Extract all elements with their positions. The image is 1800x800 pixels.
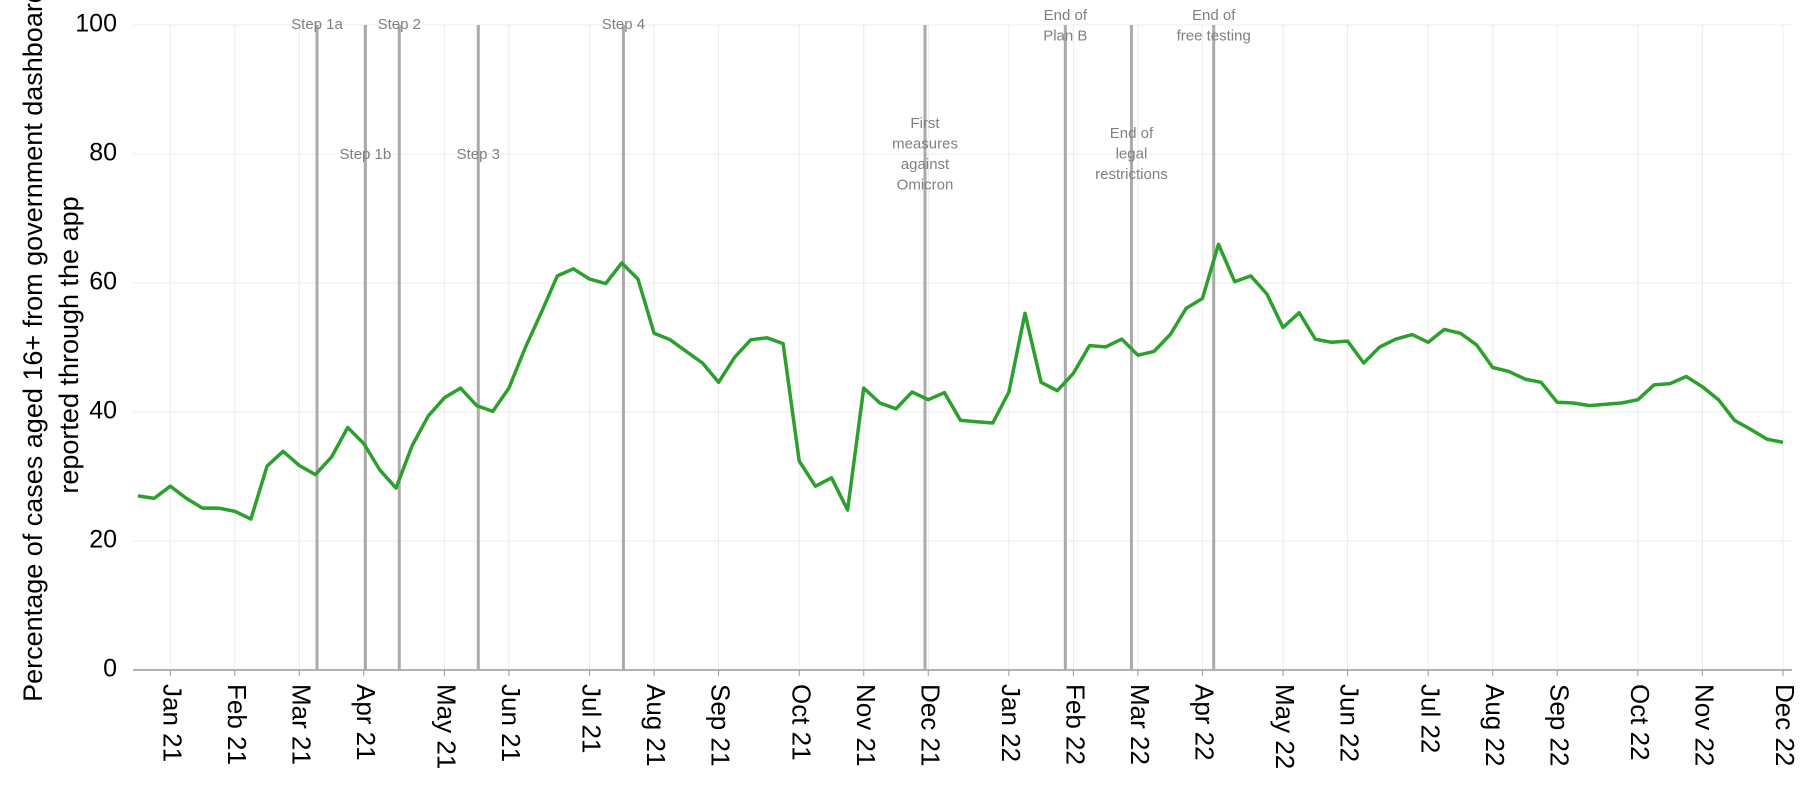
event-label: Step 3: [457, 146, 500, 163]
event-label: First: [910, 115, 940, 132]
x-tick-label: Jun 22: [1335, 684, 1365, 762]
event-label: free testing: [1177, 27, 1251, 44]
y-axis-title: Percentage of cases aged 16+ from govern…: [18, 0, 84, 702]
y-tick-label: 60: [89, 268, 117, 296]
x-tick-label: Jan 22: [996, 684, 1026, 762]
y-tick-label: 20: [89, 526, 117, 554]
y-tick-label: 40: [89, 397, 117, 425]
x-tick-label: Nov 21: [851, 684, 881, 766]
event-label: Step 1b: [340, 146, 392, 163]
x-tick-label: Aug 22: [1480, 684, 1510, 766]
event-label: End of: [1044, 7, 1088, 24]
x-tick-label: Sep 21: [706, 684, 736, 766]
x-tick-label: Mar 21: [286, 684, 316, 765]
x-tick-label: Oct 21: [786, 684, 816, 761]
event-label: legal: [1116, 146, 1148, 163]
x-tick-label: Oct 22: [1625, 684, 1655, 761]
x-tick-label: Jul 22: [1415, 684, 1445, 753]
event-label: End of: [1192, 7, 1236, 24]
x-tick-label: Nov 22: [1689, 684, 1719, 766]
x-tick-label: Aug 21: [641, 684, 671, 766]
y-label-line: Percentage of cases aged 16+ from govern…: [18, 0, 48, 702]
event-label: Plan B: [1043, 27, 1087, 44]
x-tick-label: Dec 21: [915, 684, 945, 766]
y-tick-label: 100: [75, 10, 117, 38]
x-tick-label: May 22: [1270, 684, 1300, 769]
y-tick-label: 0: [103, 655, 117, 683]
event-label: against: [901, 156, 950, 173]
x-tick-label: Dec 22: [1770, 684, 1800, 766]
x-tick-label: Sep 22: [1544, 684, 1574, 766]
event-label: restrictions: [1095, 166, 1168, 183]
x-tick-label: May 21: [432, 684, 462, 769]
event-label: Omicron: [897, 176, 954, 193]
data-line: [137, 242, 1784, 521]
event-label: Step 4: [602, 16, 645, 33]
y-tick-label: 80: [89, 139, 117, 167]
x-tick-label: Apr 21: [351, 684, 381, 761]
event-label: End of: [1110, 125, 1154, 142]
x-tick-label: Feb 21: [222, 684, 252, 765]
x-tick-label: Jan 21: [157, 684, 187, 762]
event-label: Step 1a: [291, 16, 343, 33]
x-tick-label: Feb 22: [1061, 684, 1091, 765]
event-label: measures: [892, 135, 958, 152]
y-label-line: reported through the app: [54, 196, 84, 493]
x-tick-label: Mar 22: [1125, 684, 1155, 765]
x-tick-label: Apr 22: [1190, 684, 1220, 761]
x-tick-label: Jul 21: [577, 684, 607, 753]
x-tick-label: Jun 21: [496, 684, 526, 762]
event-label: Step 2: [378, 16, 421, 33]
